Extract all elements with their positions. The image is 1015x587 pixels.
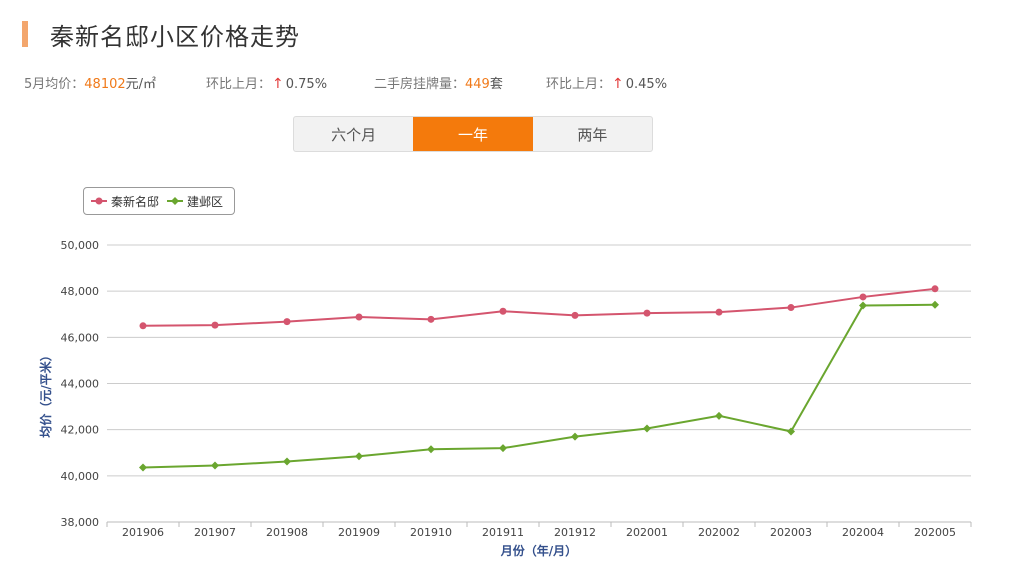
data-point-series-1: [211, 321, 219, 329]
mom-price-value: 0.75%: [285, 77, 328, 92]
tab-two-years[interactable]: 两年: [577, 125, 608, 144]
data-point-series-2: [931, 300, 939, 309]
x-tick-label: 202004: [842, 526, 884, 539]
y-tick-label: 50,000: [61, 239, 100, 252]
data-point-series-1: [139, 322, 147, 330]
legend-item-series-1[interactable]: 秦新名邸: [91, 193, 159, 210]
data-point-series-2: [139, 463, 147, 472]
series-line-1: [142, 287, 936, 327]
mom-price-stat: 环比上月：↑ 0.75%: [206, 73, 327, 92]
x-tick-label: 201909: [338, 526, 380, 539]
legend-label-series-1: 秦新名邸: [111, 194, 160, 209]
data-point-series-1: [499, 307, 507, 315]
data-point-series-2: [499, 444, 507, 453]
data-point-series-1: [355, 313, 363, 321]
title-bar: 秦新名邸小区价格走势: [22, 20, 300, 51]
tab-one-year[interactable]: 一年: [413, 117, 533, 151]
y-tick-label: 44,000: [61, 378, 100, 391]
mom-listings-value: 0.45%: [625, 77, 668, 92]
chart-legend: 秦新名邸 建邺区: [83, 187, 235, 215]
x-tick-label: 202001: [626, 526, 668, 539]
series-line-2: [142, 303, 936, 469]
listings-stat: 二手房挂牌量：449套: [374, 73, 503, 92]
data-point-series-2: [571, 432, 579, 441]
y-tick-label: 40,000: [61, 470, 100, 483]
data-point-series-2: [643, 424, 651, 433]
x-tick-label: 201912: [554, 526, 596, 539]
listings-unit: 套: [489, 77, 503, 92]
price-trend-chart: 38,000 40,000 42,000 44,000 46,000 48,000 50,0…: [38, 239, 972, 558]
listings-label: 二手房挂牌量：: [374, 77, 466, 92]
x-tick-label: 201911: [482, 526, 524, 539]
x-tick-label: 201906: [122, 526, 164, 539]
data-point-series-2: [211, 461, 219, 470]
data-point-series-1: [931, 285, 939, 293]
data-point-series-1: [283, 318, 291, 326]
data-point-series-1: [715, 308, 723, 316]
y-tick-label: 42,000: [61, 424, 100, 437]
data-point-series-1: [859, 293, 867, 301]
avg-price-unit: 元/㎡: [125, 77, 157, 92]
y-tick-label: 38,000: [61, 516, 100, 529]
data-point-series-1: [427, 315, 435, 323]
mom-price-label: 环比上月：: [206, 77, 272, 92]
legend-item-series-2[interactable]: 建邺区: [167, 193, 223, 210]
y-tick-label: 46,000: [61, 331, 100, 344]
avg-price-value: 48102: [84, 77, 126, 92]
x-tick-label: 202002: [698, 526, 740, 539]
tab-six-months[interactable]: 六个月: [331, 125, 377, 144]
diamond-marker-icon: [167, 197, 184, 205]
x-tick-label: 201908: [266, 526, 308, 539]
data-point-series-2: [859, 301, 867, 310]
listings-value: 449: [465, 77, 490, 92]
up-arrow-icon: ↑: [612, 76, 624, 92]
data-point-series-2: [355, 452, 363, 461]
up-arrow-icon: ↑: [272, 76, 284, 92]
data-point-series-1: [643, 309, 651, 317]
avg-price-stat: 5月均价：48102元/㎡: [24, 73, 156, 92]
x-tick-label: 201907: [194, 526, 236, 539]
y-axis-title: 均价（元/平米）: [38, 349, 53, 437]
mom-listings-stat: 环比上月：↑ 0.45%: [546, 73, 667, 92]
legend-label-series-2: 建邺区: [187, 194, 224, 209]
title-accent-bar: [22, 21, 28, 47]
data-point-series-1: [787, 304, 795, 312]
avg-price-label: 5月均价：: [24, 77, 85, 92]
circle-marker-icon: [91, 197, 107, 205]
data-point-series-2: [283, 457, 291, 466]
data-point-series-2: [715, 411, 723, 420]
x-tick-label: 202005: [914, 526, 956, 539]
x-tick-label: 202003: [770, 526, 812, 539]
page-title: 秦新名邸小区价格走势: [50, 22, 300, 51]
x-tick-label: 201910: [410, 526, 452, 539]
mom-listings-label: 环比上月：: [546, 77, 612, 92]
y-tick-label: 48,000: [61, 285, 100, 298]
x-axis-title: 月份（年/月）: [500, 543, 577, 558]
data-point-series-1: [571, 311, 579, 319]
period-tabs: 六个月 一年 两年: [293, 116, 653, 152]
data-point-series-2: [787, 427, 795, 436]
data-point-series-2: [427, 445, 435, 454]
